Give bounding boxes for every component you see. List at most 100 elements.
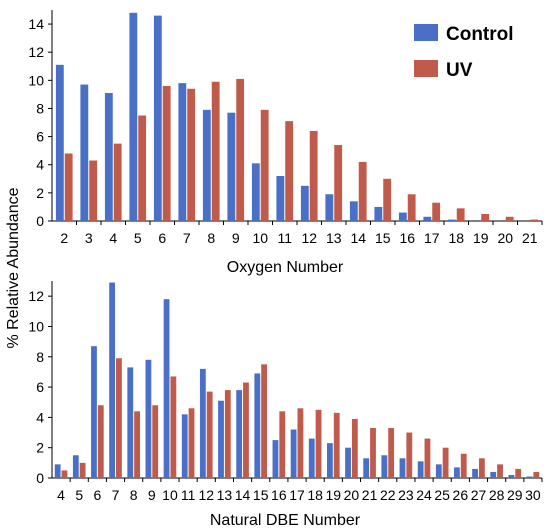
bar-uv — [134, 411, 140, 478]
bar-control — [349, 201, 358, 221]
bar-uv — [460, 453, 467, 478]
bar-uv — [211, 81, 220, 222]
x-tick-label: 6 — [93, 487, 101, 503]
bar-control — [272, 440, 279, 478]
x-tick-label: 20 — [344, 487, 360, 503]
x-tick-label: 12 — [198, 487, 214, 503]
bar-control — [178, 83, 187, 222]
bar-control — [325, 194, 334, 221]
bar-control — [398, 212, 407, 221]
bar-uv — [456, 208, 465, 221]
bar-control — [218, 400, 224, 478]
bar-uv — [297, 408, 304, 478]
bar-uv — [515, 468, 522, 478]
x-tick-label: 7 — [112, 487, 120, 503]
legend-label-uv: UV — [446, 60, 473, 81]
bar-control — [55, 64, 64, 221]
bar-control — [80, 84, 89, 221]
bar-uv — [89, 160, 98, 221]
x-tick-label: 21 — [522, 230, 538, 246]
x-tick-label: 8 — [207, 230, 215, 246]
bar-control — [236, 390, 243, 478]
x-tick-label: 3 — [85, 230, 93, 246]
bar-uv — [370, 427, 376, 478]
bar-uv — [497, 464, 503, 478]
bar-uv — [383, 178, 392, 221]
x-tick-label: 11 — [277, 230, 292, 246]
x-tick-label: 13 — [217, 487, 233, 503]
x-tick-label: 13 — [326, 230, 342, 246]
x-tick-label: 30 — [525, 487, 541, 503]
x-tick-label: 5 — [75, 487, 83, 503]
x-tick-label: 4 — [109, 230, 117, 246]
bar-control — [300, 185, 309, 221]
x-tick-label: 29 — [507, 487, 523, 503]
bar-control — [145, 359, 152, 478]
x-tick-label: 17 — [289, 487, 305, 503]
bar-control — [374, 206, 383, 221]
x-axis-label: Natural DBE Number — [210, 512, 361, 528]
bar-control — [91, 346, 97, 478]
bar-control — [435, 464, 442, 478]
y-tick-label: 14 — [28, 16, 44, 32]
bar-control — [308, 438, 315, 478]
y-tick-label: 12 — [28, 44, 44, 60]
y-tick-label: 12 — [28, 288, 44, 304]
bar-control — [104, 92, 113, 222]
bar-control — [227, 112, 236, 221]
bar-uv — [113, 143, 122, 221]
y-tick-label: 6 — [36, 379, 44, 395]
bar-control — [153, 15, 162, 221]
x-tick-label: 16 — [271, 487, 287, 503]
x-tick-label: 17 — [424, 230, 440, 246]
x-tick-label: 10 — [252, 230, 268, 246]
bar-uv — [334, 145, 343, 221]
bar-uv — [478, 458, 485, 478]
bar-control — [127, 367, 134, 478]
bar-uv — [64, 153, 73, 221]
bar-uv — [530, 219, 539, 221]
bar-control — [417, 461, 424, 478]
y-tick-label: 2 — [36, 440, 44, 456]
bar-control — [72, 455, 79, 478]
bar-control — [381, 455, 388, 478]
bar-uv — [79, 462, 86, 478]
legend: Control UV — [414, 24, 514, 81]
x-tick-label: 21 — [362, 487, 378, 503]
bar-uv — [61, 470, 68, 478]
legend-label-control: Control — [446, 24, 514, 45]
bar-uv — [97, 405, 104, 478]
x-tick-label: 19 — [473, 230, 489, 246]
bar-uv — [170, 376, 177, 478]
bar-uv — [424, 438, 431, 478]
bar-control — [363, 458, 370, 478]
x-tick-label: 24 — [416, 487, 432, 503]
bar-uv — [351, 418, 358, 478]
bar-control — [163, 299, 170, 478]
y-tick-label: 6 — [36, 129, 44, 145]
bar-control — [508, 474, 515, 478]
bar-control — [490, 471, 497, 478]
x-tick-label: 6 — [158, 230, 166, 246]
x-tick-label: 20 — [497, 230, 513, 246]
x-tick-label: 9 — [148, 487, 156, 503]
x-axis-label: Oxygen Number — [227, 259, 344, 276]
bar-uv — [138, 115, 147, 221]
bar-uv — [533, 471, 540, 478]
y-tick-label: 8 — [36, 349, 44, 365]
bar-control — [526, 476, 533, 478]
x-tick-label: 9 — [232, 230, 240, 246]
x-tick-label: 28 — [489, 487, 505, 503]
bar-uv — [333, 412, 340, 478]
bar-uv — [152, 405, 159, 478]
bar-uv — [224, 390, 231, 478]
bar-control — [181, 414, 188, 478]
bar-control — [290, 429, 297, 478]
bar-control — [129, 12, 138, 222]
y-tick-label: 10 — [28, 72, 44, 88]
bar-control — [447, 219, 456, 221]
x-tick-label: 23 — [398, 487, 414, 503]
bar-control — [199, 368, 206, 478]
